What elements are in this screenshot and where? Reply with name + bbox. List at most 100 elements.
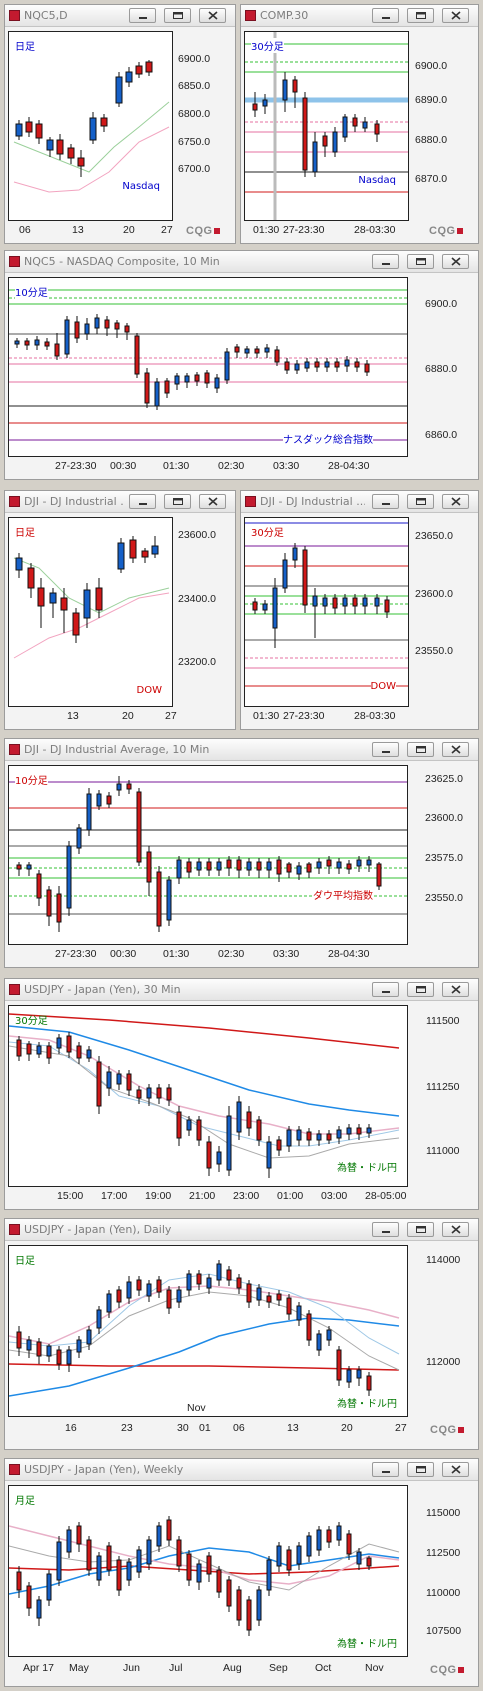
x-tick: 21:00: [189, 1190, 216, 1202]
x-tick: 19:00: [145, 1190, 172, 1202]
window-dji-daily[interactable]: DJI - DJ Industrial ... 日足: [4, 490, 236, 730]
x-tick: 20: [122, 710, 134, 722]
window-nqc5-daily[interactable]: NQC5,D 日足 Nasdaq: [4, 4, 236, 244]
title-bar[interactable]: NQC5 - NASDAQ Composite, 10 Min: [5, 251, 478, 273]
x-tick: 28-05:00: [365, 1190, 407, 1202]
chart-plot[interactable]: 10分足 ナスダック総合指数: [8, 277, 408, 457]
restore-icon: [416, 1226, 426, 1233]
y-tick: 111000: [426, 1145, 460, 1157]
period-label: 日足: [15, 1256, 35, 1267]
chart-plot[interactable]: 日足 為替・ドル円 Nov: [8, 1245, 408, 1417]
chart-plot[interactable]: 30分足 DOW: [244, 517, 409, 707]
minimize-button[interactable]: [372, 1222, 399, 1237]
minimize-button[interactable]: [129, 8, 156, 23]
x-tick: 03:30: [273, 460, 300, 472]
minimize-button[interactable]: [372, 8, 399, 23]
window-dji-30min[interactable]: DJI - DJ Industrial ...: [240, 490, 479, 730]
symbol-label: Nasdaq: [358, 175, 396, 186]
window-nasdaq-10min[interactable]: NQC5 - NASDAQ Composite, 10 Min: [4, 250, 479, 480]
close-button[interactable]: [199, 8, 226, 23]
x-tick: Sep: [269, 1662, 288, 1674]
x-tick: 02:30: [218, 460, 245, 472]
minimize-button[interactable]: [372, 494, 399, 509]
close-button[interactable]: [442, 254, 469, 269]
y-tick: 6880.0: [425, 363, 458, 375]
cqg-chart-icon: [9, 496, 20, 507]
window-title: NQC5 - NASDAQ Composite, 10 Min: [24, 255, 220, 268]
title-bar[interactable]: NQC5,D: [5, 5, 235, 27]
chart-plot[interactable]: 日足 DOW: [8, 517, 173, 707]
x-tick: 23: [121, 1422, 133, 1434]
x-tick: 00:30: [110, 460, 137, 472]
restore-button[interactable]: [407, 8, 434, 23]
close-icon: [208, 497, 218, 506]
minimize-icon: [382, 1471, 390, 1473]
x-tick: 27-23:30: [283, 224, 325, 236]
window-title: USDJPY - Japan (Yen), Daily: [24, 1223, 172, 1236]
title-bar[interactable]: DJI - DJ Industrial ...: [241, 491, 478, 513]
restore-button[interactable]: [407, 982, 434, 997]
chart-plot[interactable]: 30分足 為替・ドル円: [8, 1005, 408, 1187]
window-usdjpy-30min[interactable]: USDJPY - Japan (Yen), 30 Min: [4, 978, 479, 1210]
close-button[interactable]: [442, 8, 469, 23]
x-tick: Jul: [169, 1662, 183, 1674]
close-button[interactable]: [442, 742, 469, 757]
y-tick: 23550.0: [425, 892, 463, 904]
x-tick: 01:30: [253, 224, 280, 236]
y-tick: 6900.0: [178, 53, 211, 65]
restore-button[interactable]: [407, 1222, 434, 1237]
title-bar[interactable]: USDJPY - Japan (Yen), Weekly: [5, 1459, 478, 1481]
close-button[interactable]: [442, 494, 469, 509]
restore-button[interactable]: [407, 254, 434, 269]
y-tick: 23600.0: [415, 588, 453, 600]
x-tick: 20: [123, 224, 135, 236]
window-dji-10min[interactable]: DJI - DJ Industrial Average, 10 Min: [4, 738, 479, 968]
y-tick: 6800.0: [178, 108, 211, 120]
restore-button[interactable]: [164, 494, 191, 509]
window-usdjpy-weekly[interactable]: USDJPY - Japan (Yen), Weekly: [4, 1458, 479, 1687]
x-tick: 00:30: [110, 948, 137, 960]
title-bar[interactable]: USDJPY - Japan (Yen), 30 Min: [5, 979, 478, 1001]
restore-button[interactable]: [164, 8, 191, 23]
chart-plot[interactable]: 日足 Nasdaq: [8, 31, 173, 221]
candles: [15, 60, 153, 177]
window-comp-30min[interactable]: COMP.30: [240, 4, 479, 244]
x-tick: 03:00: [321, 1190, 348, 1202]
minimize-button[interactable]: [372, 1462, 399, 1477]
window-usdjpy-daily[interactable]: USDJPY - Japan (Yen), Daily: [4, 1218, 479, 1450]
candlestick-chart: [9, 289, 407, 441]
x-tick: 16: [65, 1422, 77, 1434]
chart-plot[interactable]: 月足 為替・ドル円: [8, 1485, 408, 1657]
close-button[interactable]: [442, 1222, 469, 1237]
x-tick: 28-03:30: [354, 710, 396, 722]
minimize-button[interactable]: [372, 742, 399, 757]
title-bar[interactable]: USDJPY - Japan (Yen), Daily: [5, 1219, 478, 1241]
close-button[interactable]: [442, 1462, 469, 1477]
x-tick: 28-04:30: [328, 460, 370, 472]
y-tick: 6900.0: [425, 298, 458, 310]
period-label: 月足: [15, 1496, 35, 1507]
minimize-button[interactable]: [129, 494, 156, 509]
cqg-chart-icon: [9, 1464, 20, 1475]
restore-icon: [173, 12, 183, 19]
restore-button[interactable]: [407, 494, 434, 509]
title-bar[interactable]: DJI - DJ Industrial ...: [5, 491, 235, 513]
symbol-label: Nasdaq: [122, 181, 160, 192]
close-icon: [208, 11, 218, 20]
y-tick: 111250: [426, 1081, 460, 1093]
title-bar[interactable]: COMP.30: [241, 5, 478, 27]
chart-plot[interactable]: 30分足 Nasdaq: [244, 31, 409, 221]
minimize-button[interactable]: [372, 254, 399, 269]
x-tick: 13: [67, 710, 79, 722]
close-button[interactable]: [199, 494, 226, 509]
restore-icon: [416, 258, 426, 265]
minimize-button[interactable]: [372, 982, 399, 997]
title-bar[interactable]: DJI - DJ Industrial Average, 10 Min: [5, 739, 478, 761]
close-icon: [451, 11, 461, 20]
restore-button[interactable]: [407, 742, 434, 757]
close-button[interactable]: [442, 982, 469, 997]
cqg-chart-icon: [245, 10, 256, 21]
restore-button[interactable]: [407, 1462, 434, 1477]
chart-plot[interactable]: 10分足 ダウ平均指数: [8, 765, 408, 945]
y-tick: 23550.0: [415, 645, 453, 657]
